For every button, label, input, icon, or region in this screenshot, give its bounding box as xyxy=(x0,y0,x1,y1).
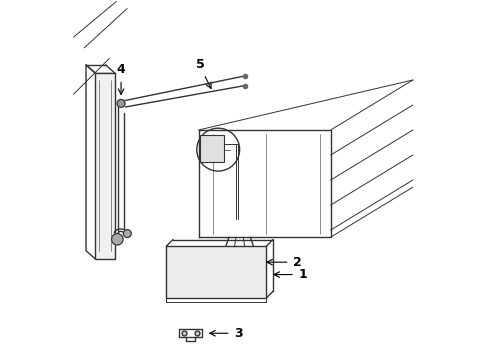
Text: 5: 5 xyxy=(196,58,205,71)
Circle shape xyxy=(117,99,125,107)
Text: 4: 4 xyxy=(116,63,124,76)
Circle shape xyxy=(112,234,123,245)
Text: 2: 2 xyxy=(293,256,302,269)
Bar xyxy=(167,246,267,298)
Bar xyxy=(200,135,223,162)
Bar xyxy=(95,73,115,258)
Circle shape xyxy=(123,230,131,238)
Text: 3: 3 xyxy=(234,327,243,340)
Text: 1: 1 xyxy=(298,268,307,281)
